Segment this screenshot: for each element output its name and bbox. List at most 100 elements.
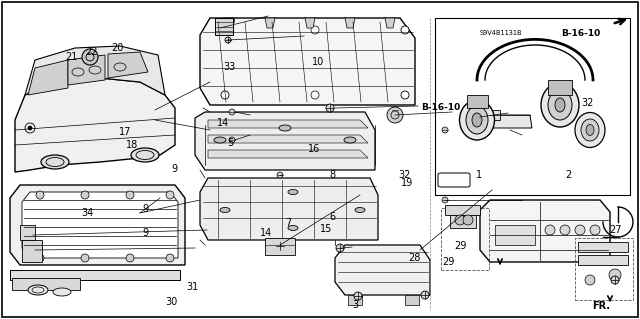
Circle shape <box>590 225 600 235</box>
Polygon shape <box>490 115 532 128</box>
Polygon shape <box>208 135 368 143</box>
Circle shape <box>336 244 344 252</box>
Polygon shape <box>200 178 378 240</box>
Text: B-16-10: B-16-10 <box>561 29 601 38</box>
Ellipse shape <box>548 90 572 120</box>
Text: 5: 5 <box>227 138 234 148</box>
Ellipse shape <box>466 106 488 134</box>
Polygon shape <box>467 95 488 108</box>
Polygon shape <box>208 150 368 158</box>
Polygon shape <box>15 78 175 172</box>
Ellipse shape <box>575 113 605 147</box>
Polygon shape <box>305 18 315 28</box>
Circle shape <box>82 49 98 65</box>
Polygon shape <box>28 60 68 95</box>
Text: 30: 30 <box>165 297 178 308</box>
Polygon shape <box>480 200 610 262</box>
Circle shape <box>387 107 403 123</box>
Polygon shape <box>10 185 185 265</box>
Circle shape <box>28 126 32 130</box>
Text: 28: 28 <box>408 253 421 263</box>
Circle shape <box>442 197 448 203</box>
Polygon shape <box>578 255 628 265</box>
Polygon shape <box>225 18 235 28</box>
Polygon shape <box>10 270 180 280</box>
Circle shape <box>585 275 595 285</box>
Text: 16: 16 <box>307 144 320 154</box>
Circle shape <box>229 137 235 143</box>
Circle shape <box>609 269 621 281</box>
Circle shape <box>401 91 409 99</box>
Ellipse shape <box>53 288 71 296</box>
Circle shape <box>311 26 319 34</box>
Polygon shape <box>20 225 35 240</box>
Polygon shape <box>215 18 233 35</box>
Circle shape <box>81 191 89 199</box>
Text: 15: 15 <box>320 224 333 234</box>
Circle shape <box>276 242 284 250</box>
Polygon shape <box>548 80 572 95</box>
Ellipse shape <box>344 137 356 143</box>
Ellipse shape <box>472 113 482 127</box>
Polygon shape <box>68 55 105 85</box>
Polygon shape <box>445 205 480 215</box>
Circle shape <box>455 215 465 225</box>
Circle shape <box>221 91 229 99</box>
Ellipse shape <box>131 148 159 162</box>
Polygon shape <box>265 238 295 255</box>
Circle shape <box>611 276 619 284</box>
Circle shape <box>311 91 319 99</box>
Text: 34: 34 <box>81 208 94 218</box>
Text: 20: 20 <box>111 43 124 54</box>
Circle shape <box>36 191 44 199</box>
Ellipse shape <box>41 155 69 169</box>
Polygon shape <box>385 18 395 28</box>
Text: 14: 14 <box>259 228 272 238</box>
Polygon shape <box>12 278 80 290</box>
Circle shape <box>401 26 409 34</box>
Circle shape <box>225 37 231 43</box>
Polygon shape <box>465 110 500 120</box>
Circle shape <box>560 225 570 235</box>
Text: 1: 1 <box>476 170 482 180</box>
Polygon shape <box>195 112 375 170</box>
Circle shape <box>392 107 398 113</box>
Text: 9: 9 <box>143 204 149 214</box>
Polygon shape <box>335 245 430 295</box>
Circle shape <box>575 225 585 235</box>
Polygon shape <box>265 18 275 28</box>
Polygon shape <box>200 18 415 105</box>
Polygon shape <box>208 120 368 128</box>
Circle shape <box>221 26 229 34</box>
Text: 32: 32 <box>581 98 594 108</box>
Text: 31: 31 <box>186 282 198 292</box>
Text: 7: 7 <box>285 218 291 228</box>
Polygon shape <box>22 192 178 258</box>
Polygon shape <box>578 242 628 252</box>
Circle shape <box>463 215 473 225</box>
Text: 22: 22 <box>85 47 98 57</box>
Polygon shape <box>108 52 148 78</box>
Text: 9: 9 <box>143 228 149 238</box>
Ellipse shape <box>586 124 594 136</box>
Text: 32: 32 <box>398 170 411 180</box>
Circle shape <box>354 292 362 300</box>
FancyBboxPatch shape <box>438 173 470 187</box>
Text: 14: 14 <box>216 118 229 128</box>
Text: 33: 33 <box>223 62 236 72</box>
Text: 29: 29 <box>442 257 454 267</box>
Ellipse shape <box>355 207 365 212</box>
Polygon shape <box>495 225 535 245</box>
Text: 2: 2 <box>565 170 572 180</box>
Text: 8: 8 <box>330 170 336 180</box>
Ellipse shape <box>581 119 599 141</box>
Text: 17: 17 <box>118 127 131 137</box>
Ellipse shape <box>555 98 565 112</box>
Circle shape <box>421 291 429 299</box>
Circle shape <box>36 254 44 262</box>
Text: 27: 27 <box>609 225 622 235</box>
Text: B-16-10: B-16-10 <box>420 103 460 112</box>
Text: 18: 18 <box>126 140 139 150</box>
Ellipse shape <box>460 100 495 140</box>
Polygon shape <box>450 215 476 228</box>
